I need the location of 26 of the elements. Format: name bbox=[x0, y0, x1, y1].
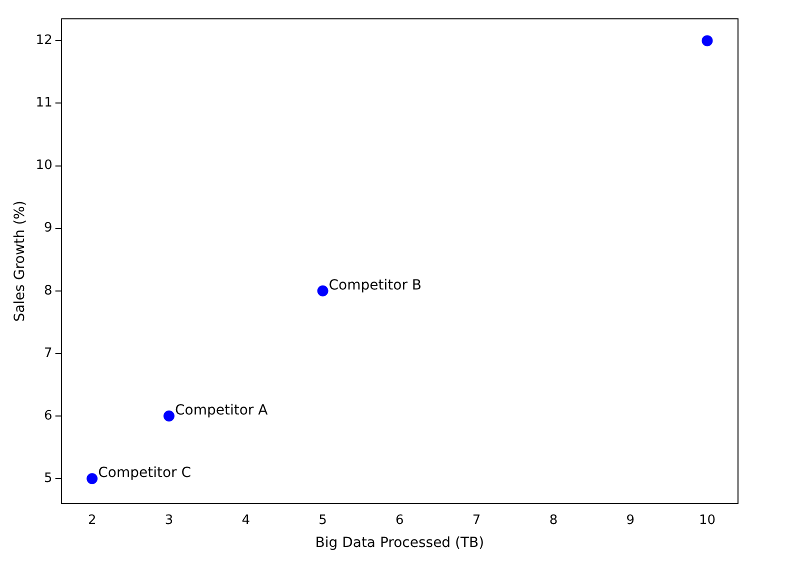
x-tick-label: 10 bbox=[698, 512, 716, 528]
y-tick-label: 10 bbox=[36, 158, 52, 174]
annotation: Competitor C bbox=[98, 465, 192, 482]
x-tick-label: 2 bbox=[88, 512, 96, 528]
x-tick-label: 5 bbox=[318, 512, 327, 528]
point bbox=[86, 473, 98, 484]
point bbox=[317, 285, 328, 296]
x-tick-label: 8 bbox=[549, 512, 558, 528]
x-tick-label: 7 bbox=[472, 512, 481, 528]
y-tick-label: 12 bbox=[36, 33, 52, 48]
y-tick-label: 7 bbox=[44, 346, 52, 361]
y-tick-label: 9 bbox=[44, 220, 52, 236]
annotation: Competitor A bbox=[174, 402, 268, 419]
x-tick-label: 6 bbox=[396, 512, 404, 528]
x-axis-title: Big Data Processed (TB) bbox=[315, 535, 484, 552]
y-tick-label: 5 bbox=[44, 470, 52, 486]
point bbox=[163, 410, 174, 422]
y-axis-title: Sales Growth (%) bbox=[12, 200, 28, 322]
y-tick-label: 6 bbox=[44, 408, 52, 424]
x-tick-label: 9 bbox=[626, 512, 634, 528]
x-tick-label: 3 bbox=[164, 512, 174, 528]
point bbox=[702, 35, 713, 46]
y-tick-label: 8 bbox=[44, 283, 52, 298]
x-tick-label: 4 bbox=[242, 512, 250, 528]
annotation: Competitor B bbox=[328, 278, 422, 294]
y-tick-label: 11 bbox=[36, 96, 52, 111]
